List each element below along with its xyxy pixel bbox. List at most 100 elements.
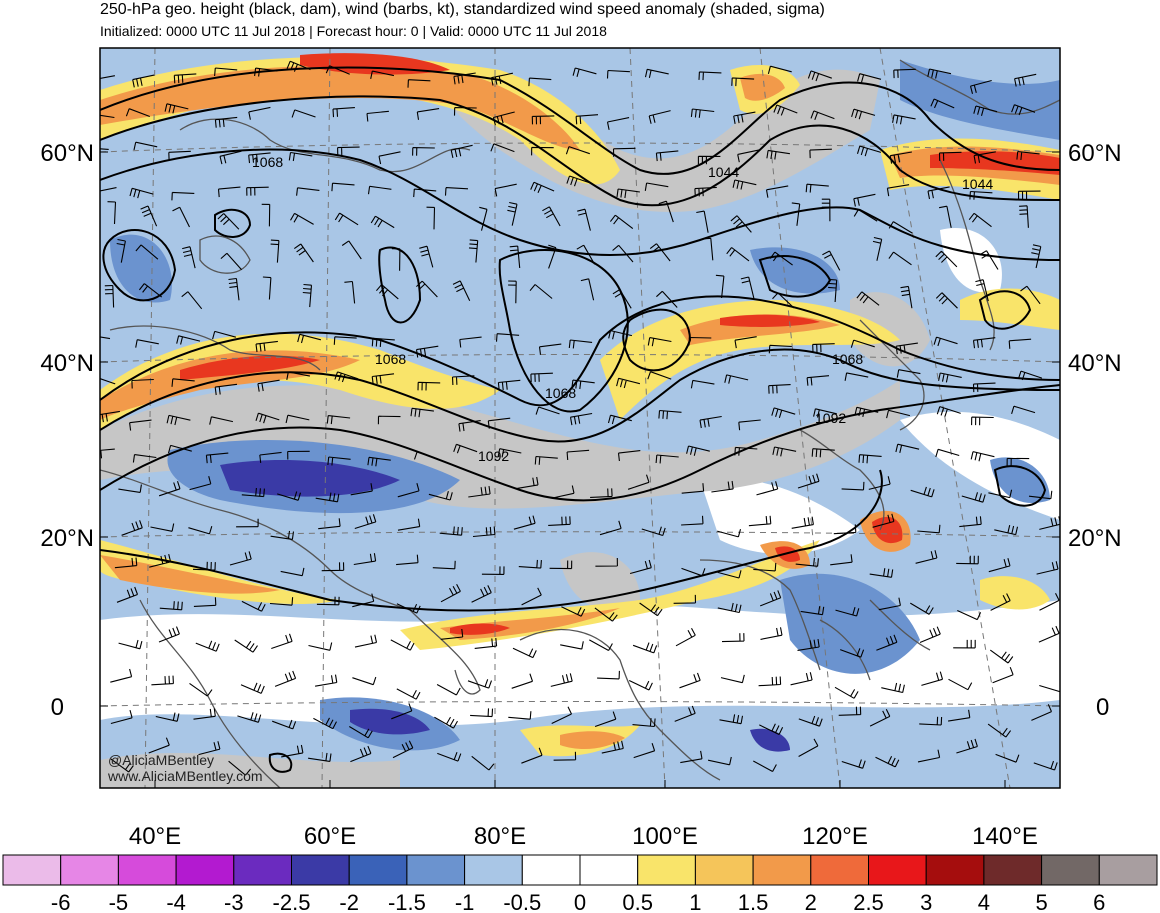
wind-barb [531,146,554,156]
wind-barb [606,117,630,130]
wind-barb [1014,73,1037,87]
wind-barb [971,416,994,426]
wind-barb [979,250,999,270]
wind-barb [612,289,632,309]
wind-barb [321,562,345,572]
wind-barb [822,250,841,271]
credit-site: www.AliciaMBentley.com [107,768,263,784]
wind-barb [838,706,862,716]
wind-barb [458,420,481,432]
contour-label: 1044 [962,176,993,192]
wind-barb [938,151,962,161]
wind-barb [337,146,360,156]
wind-barb [576,244,596,265]
wind-barb [508,711,532,720]
wind-barb [217,186,241,198]
wind-barb [281,744,304,758]
wind-barb [538,343,562,355]
lon-label-140e: 140°E [972,823,1038,850]
wind-barb [930,98,955,109]
wind-barb [135,339,159,348]
wind-barb [927,186,950,200]
colorbar-tick-label: 1.5 [738,890,769,913]
wind-barb [193,597,217,607]
wind-barb [530,181,555,194]
wind-barb [416,280,438,298]
wind-barb [116,238,126,263]
colorbar-tick-label: -5 [109,890,129,913]
wind-barb [332,107,355,118]
wind-barb [100,187,117,192]
wind-barb [617,450,641,462]
wind-barb [354,514,377,530]
wind-barb [569,412,593,426]
wind-barb [100,114,115,119]
wind-barb [917,749,941,763]
wind-barb [479,206,488,231]
wind-barb [921,671,944,686]
wind-barb [315,674,338,687]
wind-barb [285,414,310,424]
colorbar-swatch [752,854,812,886]
wind-barb [248,152,271,164]
wind-barb [607,414,632,425]
colorbar-tick-label: -1 [455,890,475,913]
lat-label-0-right: 0 [1096,694,1109,721]
wind-barb [900,285,913,309]
wind-barb [495,333,520,342]
wind-barb [590,488,613,498]
colorbar-swatch [2,854,62,886]
wind-barb [698,71,722,81]
wind-barb [807,70,832,82]
wind-barb [396,603,421,614]
wind-barb [219,150,242,165]
wind-barb [821,198,831,222]
wind-barb [1031,704,1053,721]
wind-barb [132,74,155,88]
wind-barb [753,760,777,772]
wind-barb [565,146,590,155]
wind-barb [910,602,934,615]
wind-barb [434,716,458,729]
wind-barb [236,518,259,528]
wind-barb [858,454,882,464]
wind-barb [844,372,869,381]
colorbar-tick-label: 0.5 [622,890,653,913]
wind-barb [726,247,750,262]
wind-barb [262,276,272,300]
wind-barb [195,640,220,652]
wind-barb [656,290,678,308]
wind-barb [529,284,553,299]
wind-barb [655,150,679,162]
wind-barb [1017,370,1043,381]
wind-barb [188,526,213,535]
wind-barb [451,375,475,386]
wind-barb [1039,593,1060,611]
wind-barb [287,450,310,460]
wind-barb [988,489,1013,499]
wind-barb [507,201,518,226]
wind-barb [734,446,758,456]
wind-barb [594,607,618,622]
wind-barb [288,151,313,162]
colorbar-tick-label: 5 [1035,890,1047,913]
wind-barb [648,110,671,124]
wind-barb [148,737,170,754]
wind-barb [771,407,796,419]
wind-barb [612,244,634,263]
wind-barb [331,182,355,192]
wind-barb [988,558,1011,573]
colorbar-swatch [1041,854,1100,886]
colorbar-tick-label: -6 [51,890,71,913]
wind-barb [286,60,311,72]
wind-barb [938,205,952,228]
wind-barb [234,639,258,653]
wind-barb [798,738,819,757]
wind-barb [290,212,314,225]
wind-barb [699,415,722,429]
wind-barb [214,383,238,396]
colorbar-swatch [464,854,523,886]
wind-barb [428,491,453,501]
colorbar-swatch [1098,854,1158,886]
wind-barb [856,145,882,157]
